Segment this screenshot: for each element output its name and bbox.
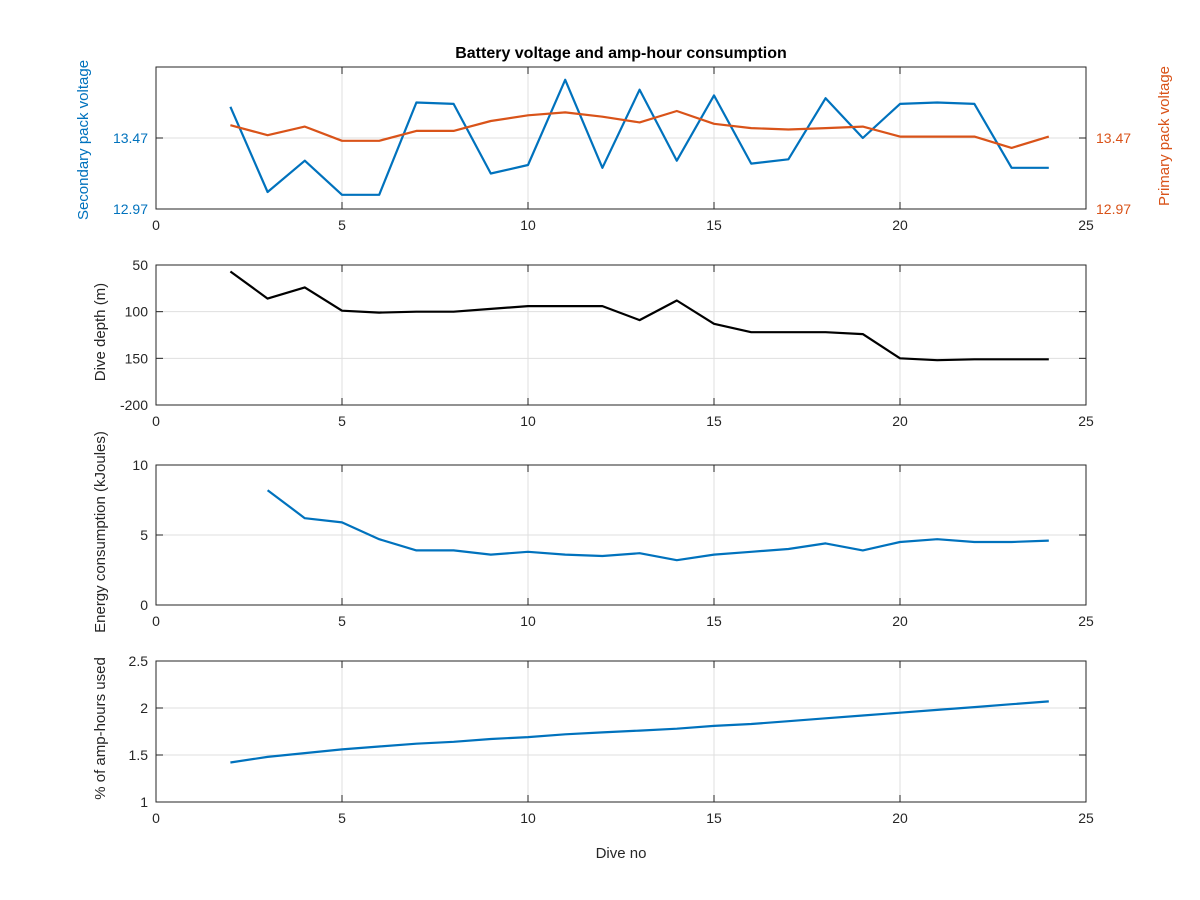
series-line-1 [230,700,1049,764]
x-tick-label: 20 [892,413,908,429]
x-tick-label: 0 [152,217,160,233]
subplot-4: 0 5 10 15 20 25 1 1.5 2 2.5 % of amp-hours used [92,653,1094,826]
y-axis-label: Energy consumption (kJoules) [92,431,109,633]
x-tick-label: 5 [338,810,346,826]
x-tick-label: 15 [706,613,722,629]
series-line-1 [266,489,1049,562]
subplot-2: 0 5 10 15 20 25 50 100 150 -200 Dive depth (m) [92,257,1094,429]
y-tick-label: -200 [120,397,148,413]
y-tick-label: 150 [125,350,149,366]
x-tick-label: 10 [520,810,536,826]
x-tick-label: 10 [520,613,536,629]
right-y-tick-label: 12.97 [1096,201,1131,217]
y-tick-label: 0 [140,597,148,613]
right-y-axis-label: Primary pack voltage [1156,66,1173,206]
y-tick-label: 1 [140,794,148,810]
axes-box [155,264,1087,406]
x-tick-label: 20 [892,613,908,629]
x-tick-label: 15 [706,413,722,429]
y-axis-label: Secondary pack voltage [75,60,92,220]
x-tick-label: 0 [152,810,160,826]
x-tick-label: 25 [1078,413,1094,429]
x-tick-label: 15 [706,217,722,233]
series-line-2 [230,109,1050,149]
x-tick-label: 10 [520,413,536,429]
x-tick-label: 5 [338,217,346,233]
y-tick-label: 50 [132,257,148,273]
series-line-1 [229,270,1049,362]
x-tick-label: 25 [1078,613,1094,629]
y-tick-label: 10 [132,457,148,473]
axes-box [155,660,1087,803]
y-tick-label: 13.47 [113,130,148,146]
x-tick-label: 15 [706,810,722,826]
x-tick-label: 0 [152,613,160,629]
x-tick-label: 10 [520,217,536,233]
y-axis-label: % of amp-hours used [92,657,109,800]
series-line-1 [229,78,1049,196]
y-axis-label: Dive depth (m) [92,283,109,381]
y-tick-label: 100 [125,304,149,320]
x-tick-label: 20 [892,810,908,826]
right-y-tick-label: 13.47 [1096,130,1131,146]
x-tick-label: 20 [892,217,908,233]
figure-title: Battery voltage and amp-hour consumption [455,45,787,62]
x-tick-label: 5 [338,413,346,429]
y-tick-label: 1.5 [129,747,149,763]
y-tick-label: 2 [140,700,148,716]
y-tick-label: 2.5 [129,653,149,669]
x-tick-label: 25 [1078,810,1094,826]
y-tick-label: 12.97 [113,201,148,217]
y-tick-label: 5 [140,527,148,543]
x-tick-label: 5 [338,613,346,629]
x-tick-label: 0 [152,413,160,429]
x-axis-label: Dive no [596,845,647,862]
subplot-3: 0 5 10 15 20 25 0 5 10 Energy consumption (kJoule… [92,431,1094,633]
x-tick-label: 25 [1078,217,1094,233]
